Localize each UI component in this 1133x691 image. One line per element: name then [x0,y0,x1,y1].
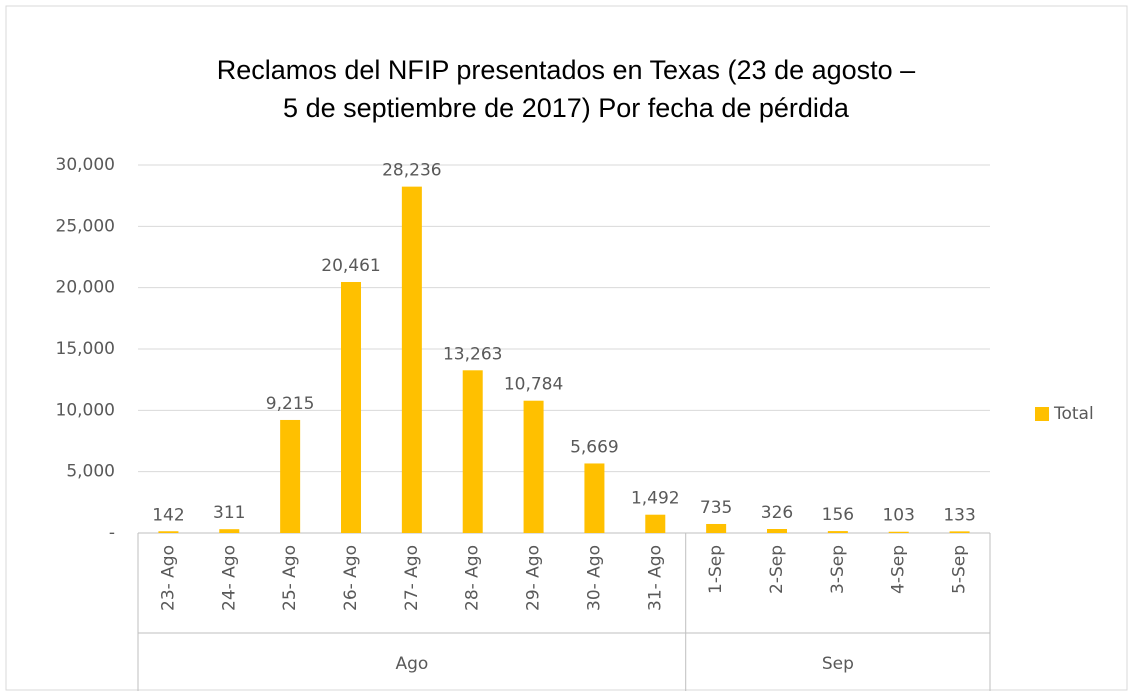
bar [158,531,179,533]
value-label: 9,215 [266,394,315,414]
bar [767,529,787,533]
bar [462,370,483,533]
chart-frame [5,5,1128,691]
x-tick-label: 28- Ago [463,545,483,611]
x-tick-label: 30- Ago [584,545,604,611]
group-label: Ago [395,654,428,674]
x-tick-label: 23- Ago [158,545,178,611]
chart-title: Reclamos del NFIP presentados en Texas (… [217,55,915,85]
x-tick-label: 4-Sep [889,545,909,594]
value-label: 326 [761,503,793,523]
x-tick-label: 31- Ago [645,545,665,611]
bar [706,523,727,533]
bar [401,186,422,533]
bar [949,531,970,533]
value-label: 1,492 [631,489,680,509]
x-tick-label: 26- Ago [341,545,361,611]
value-label: 13,263 [443,344,502,364]
legend-label: Total [1053,404,1094,424]
bar [827,531,848,533]
x-tick-label: 25- Ago [280,545,300,611]
value-label: 133 [943,505,975,525]
x-tick-label: 24- Ago [219,545,239,611]
y-tick-label: 25,000 [56,216,115,236]
bar [219,529,240,533]
value-label: 156 [822,505,854,525]
y-tick-label: 30,000 [56,155,115,175]
bar [280,419,301,533]
x-tick-label: 1-Sep [706,545,726,594]
value-label: 5,669 [570,437,619,457]
y-tick-label: 10,000 [56,400,115,420]
y-tick-label: 15,000 [56,339,115,359]
value-label: 142 [152,505,184,525]
y-tick-label: 5,000 [66,462,115,482]
group-label: Sep [822,654,854,674]
y-tick-label: 20,000 [56,278,115,298]
bar [341,282,361,533]
bar [523,400,544,533]
value-label: 10,784 [504,375,563,395]
y-tick-label: - [109,523,115,543]
legend-swatch [1035,407,1049,421]
chart-title: 5 de septiembre de 2017) Por fecha de pé… [283,93,850,123]
value-label: 103 [882,506,914,526]
value-label: 311 [213,503,245,523]
x-tick-label: 29- Ago [524,545,544,611]
bar [645,514,666,533]
bar [584,463,605,533]
x-tick-label: 2-Sep [767,545,787,594]
x-tick-label: 3-Sep [828,545,848,594]
x-tick-label: 27- Ago [402,545,422,611]
value-label: 28,236 [382,161,441,181]
value-label: 20,461 [321,256,380,276]
bar [888,531,909,533]
value-label: 735 [700,498,732,518]
x-tick-label: 5-Sep [950,545,970,594]
